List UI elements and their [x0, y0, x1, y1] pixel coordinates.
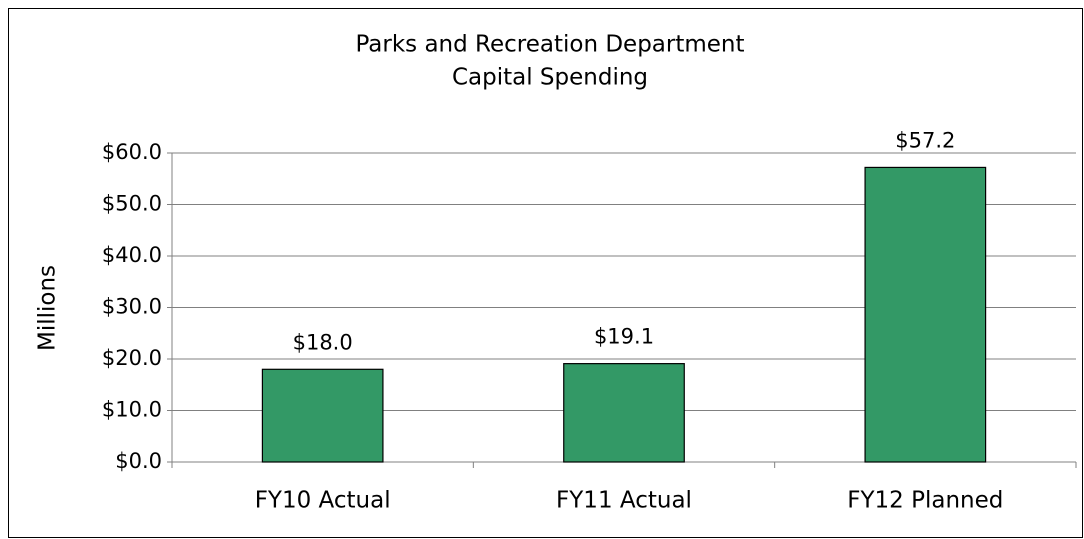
y-tick-label: $10.0 — [102, 398, 162, 422]
bar — [261, 368, 384, 463]
y-tick-label: $0.0 — [115, 449, 162, 473]
y-tick-label: $30.0 — [102, 295, 162, 319]
bar — [563, 363, 685, 463]
x-tick-label: FY12 Planned — [847, 488, 1003, 514]
data-label: $18.0 — [293, 330, 353, 354]
data-label: $57.2 — [895, 128, 955, 152]
data-label: $19.1 — [594, 325, 654, 349]
y-tick-label: $40.0 — [102, 243, 162, 267]
y-axis-label: Millions — [35, 265, 61, 351]
bar — [864, 166, 987, 463]
x-tick-label: FY10 Actual — [255, 488, 391, 514]
chart-title: Parks and Recreation Department — [355, 32, 744, 58]
y-tick-label: $60.0 — [102, 140, 162, 164]
chart-title: Capital Spending — [452, 65, 648, 91]
x-tick-label: FY11 Actual — [556, 488, 692, 514]
y-tick-label: $20.0 — [102, 346, 162, 370]
y-tick-label: $50.0 — [102, 192, 162, 216]
